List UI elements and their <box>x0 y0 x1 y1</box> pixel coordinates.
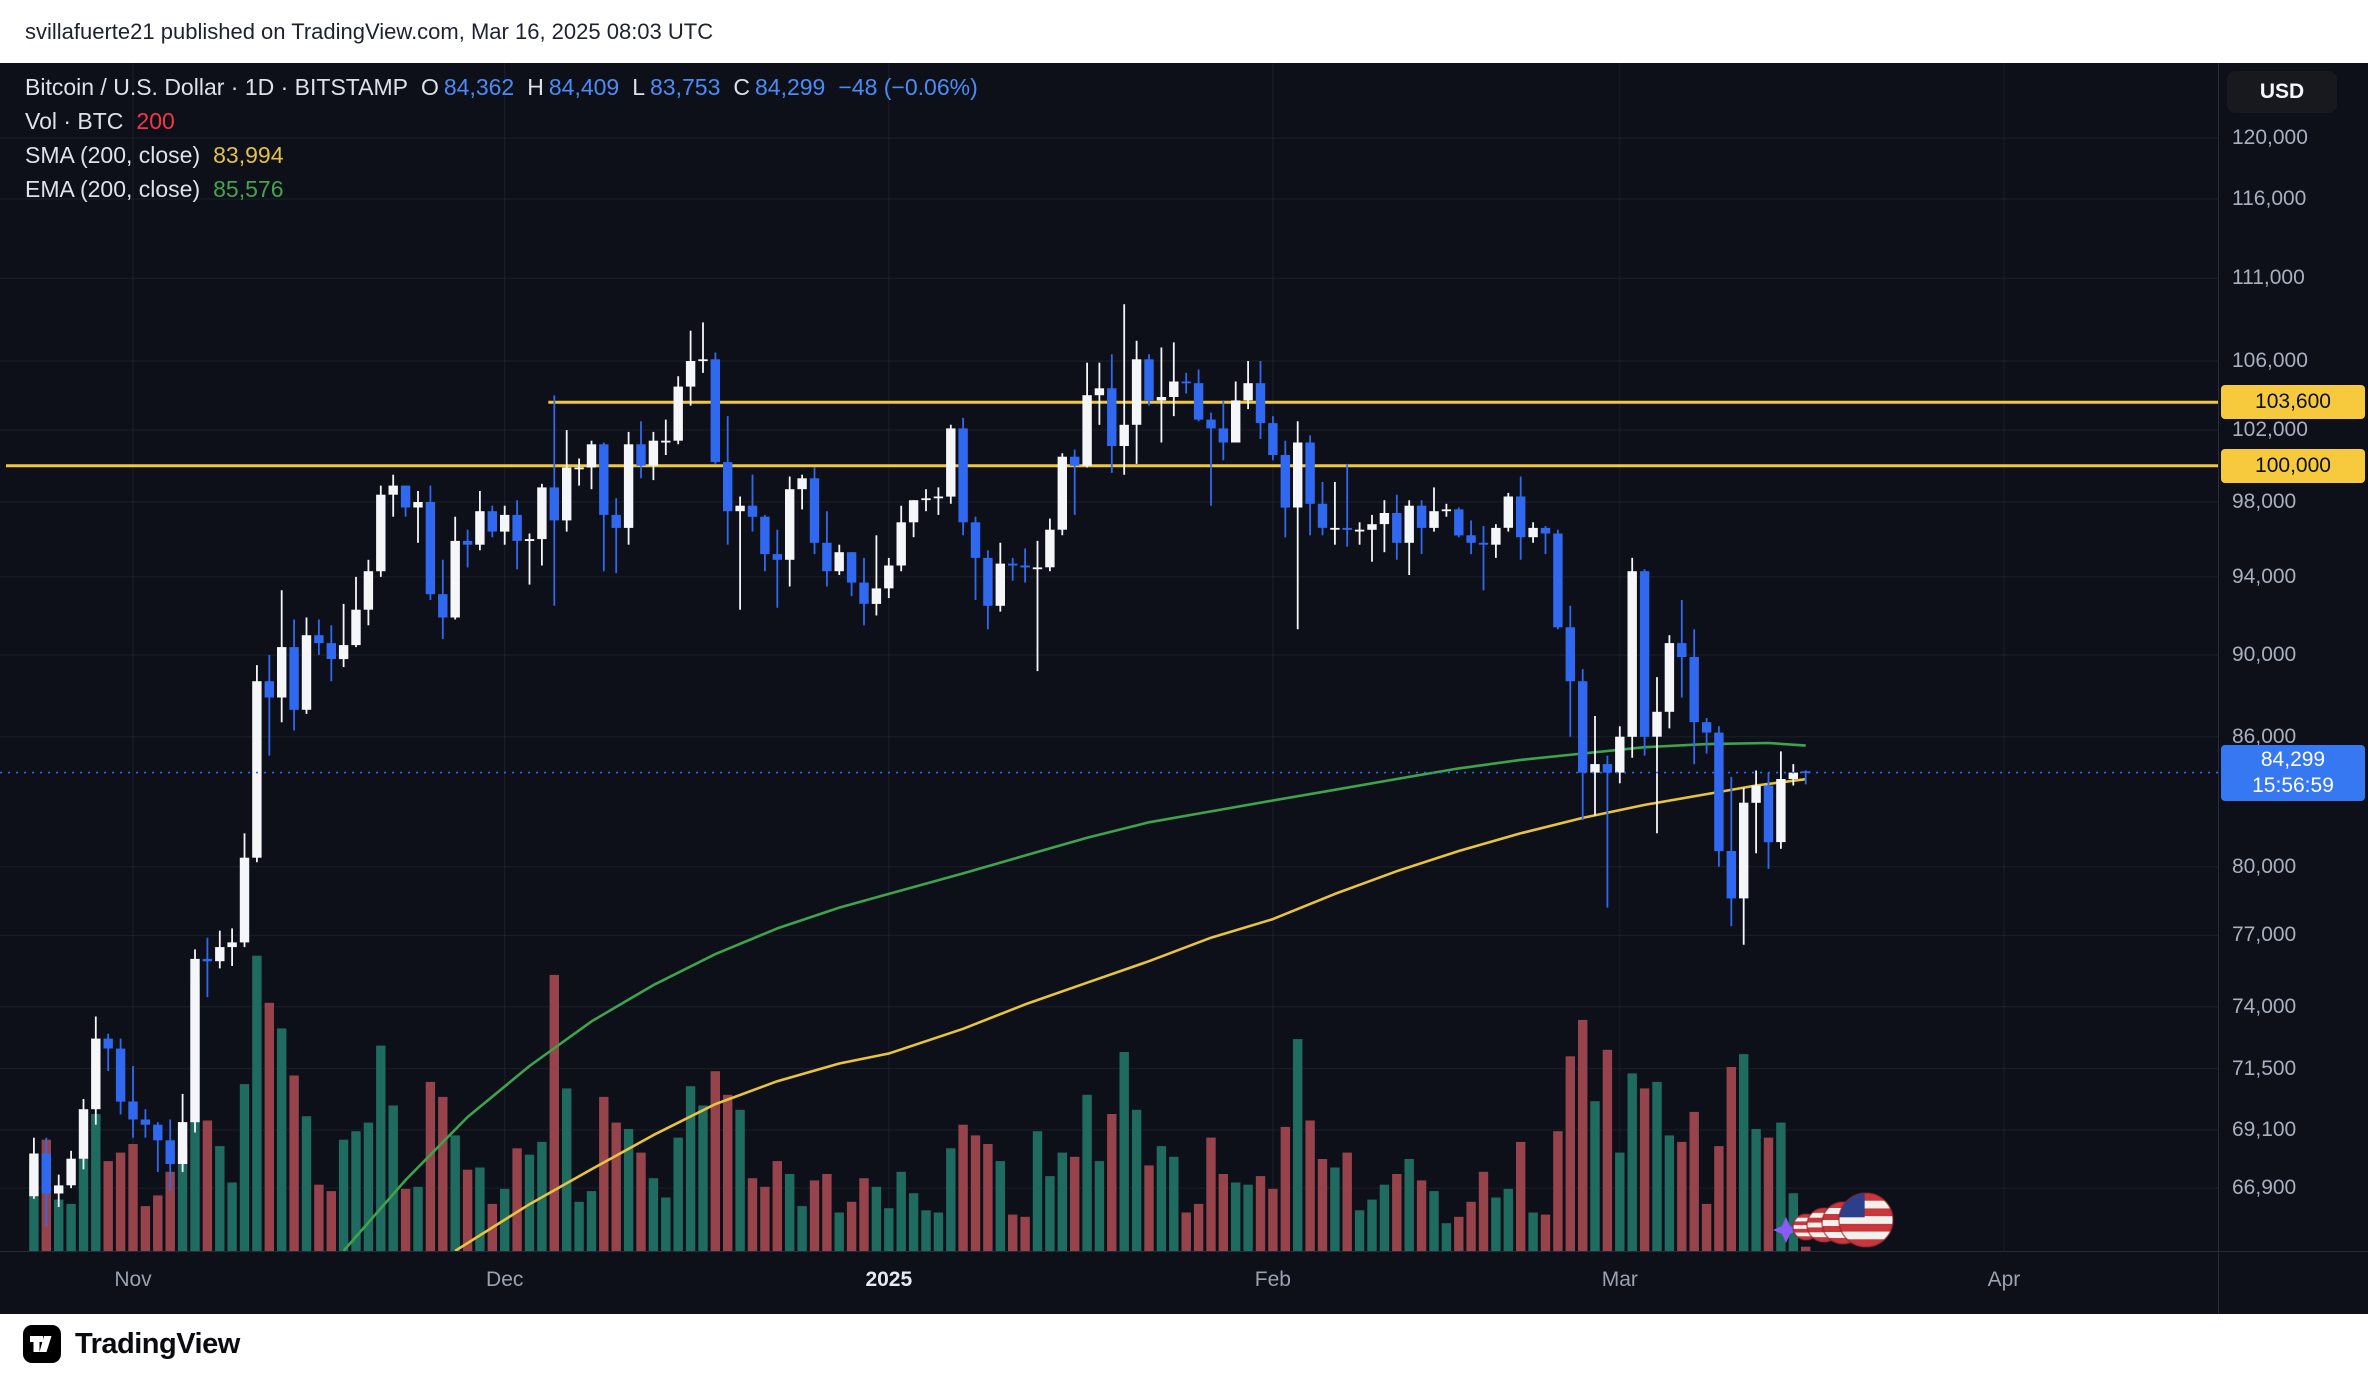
ema-label: EMA (200, close) <box>25 175 201 202</box>
high-label: H <box>527 73 544 100</box>
price-tick-label: 116,000 <box>2232 186 2307 210</box>
candles-layer <box>29 304 1811 1227</box>
ema-legend-row[interactable]: EMA (200, close) 85,576 <box>25 172 978 206</box>
brand-name[interactable]: TradingView <box>75 1327 240 1360</box>
open-label: O <box>420 73 439 100</box>
time-axis-label: Mar <box>1601 1268 1638 1291</box>
chart-legend: Bitcoin / U.S. Dollar · 1D · BITSTAMP O … <box>25 70 978 206</box>
close-value: 84,299 <box>755 73 826 100</box>
publish-header: svillafuerte21 published on TradingView.… <box>0 0 2368 63</box>
symbol-title[interactable]: Bitcoin / U.S. Dollar · 1D · BITSTAMP <box>25 73 408 100</box>
volume-legend-row[interactable]: Vol · BTC 200 <box>25 104 978 138</box>
price-scale-separator <box>2218 63 2219 1314</box>
price-tick-label: 71,500 <box>2232 1056 2297 1080</box>
low-label: L <box>632 73 646 100</box>
price-line-tag: 103,600 <box>2221 385 2365 420</box>
candlestick-chart[interactable] <box>0 63 2218 1251</box>
current-price-countdown: 15:56:59 <box>2252 773 2334 797</box>
price-tick-label: 66,900 <box>2232 1176 2297 1200</box>
price-tick-label: 86,000 <box>2232 724 2297 748</box>
price-line-tag: 100,000 <box>2221 448 2365 483</box>
change-value: −48 (−0.06%) <box>838 73 978 100</box>
price-scale[interactable]: USD 120,000 116,000 111,000 106,000 102,000 9… <box>2218 63 2368 1314</box>
price-tick-label: 80,000 <box>2232 854 2297 878</box>
sma-legend-row[interactable]: SMA (200, close) 83,994 <box>25 138 978 172</box>
sma-label: SMA (200, close) <box>25 141 201 168</box>
volume-label: Vol · BTC <box>25 107 124 134</box>
price-tick-label: 69,100 <box>2232 1117 2297 1141</box>
price-tick-label: 111,000 <box>2232 266 2305 290</box>
time-axis-label: Feb <box>1254 1268 1291 1291</box>
price-tick-label: 74,000 <box>2232 994 2297 1018</box>
price-tick-label: 106,000 <box>2232 349 2308 372</box>
time-axis-label: 2025 <box>865 1268 913 1291</box>
volume-layer <box>29 955 1811 1251</box>
symbol-legend-row[interactable]: Bitcoin / U.S. Dollar · 1D · BITSTAMP O … <box>25 70 978 104</box>
time-axis-separator <box>0 1251 2368 1252</box>
currency-toggle-button[interactable]: USD <box>2227 71 2337 113</box>
time-axis-label: Nov <box>114 1268 152 1291</box>
chart-shell[interactable]: Bitcoin / U.S. Dollar · 1D · BITSTAMP O … <box>0 63 2368 1314</box>
open-value: 84,362 <box>443 73 515 100</box>
price-tick-label: 90,000 <box>2232 643 2297 667</box>
time-axis-label: Dec <box>486 1268 524 1291</box>
time-axis[interactable]: Nov Dec 2025 Feb Mar Apr <box>0 1251 2218 1314</box>
high-value: 84,409 <box>548 73 620 100</box>
publish-footer: TradingView <box>0 1314 2368 1374</box>
ma-line <box>454 777 1806 1251</box>
close-label: C <box>733 73 750 100</box>
current-price-value: 84,299 <box>2260 747 2326 771</box>
tradingview-logo-icon[interactable] <box>22 1324 62 1364</box>
volume-value: 200 <box>136 107 175 134</box>
price-tick-label: 94,000 <box>2232 564 2297 588</box>
price-tick-label: 77,000 <box>2232 923 2297 947</box>
flag-sticker <box>1773 1192 1894 1248</box>
price-tick-label: 120,000 <box>2232 126 2308 150</box>
price-tick-label: 98,000 <box>2232 490 2297 513</box>
price-tick-label: 102,000 <box>2232 418 2308 442</box>
low-value: 83,753 <box>650 73 721 100</box>
current-price-tag: 84,299 15:56:59 <box>2221 744 2365 801</box>
publish-info-text: svillafuerte21 published on TradingView.… <box>25 18 714 44</box>
sma-value: 83,994 <box>213 141 284 168</box>
time-axis-label: Apr <box>1987 1268 2021 1291</box>
ema-value: 85,576 <box>213 175 284 202</box>
